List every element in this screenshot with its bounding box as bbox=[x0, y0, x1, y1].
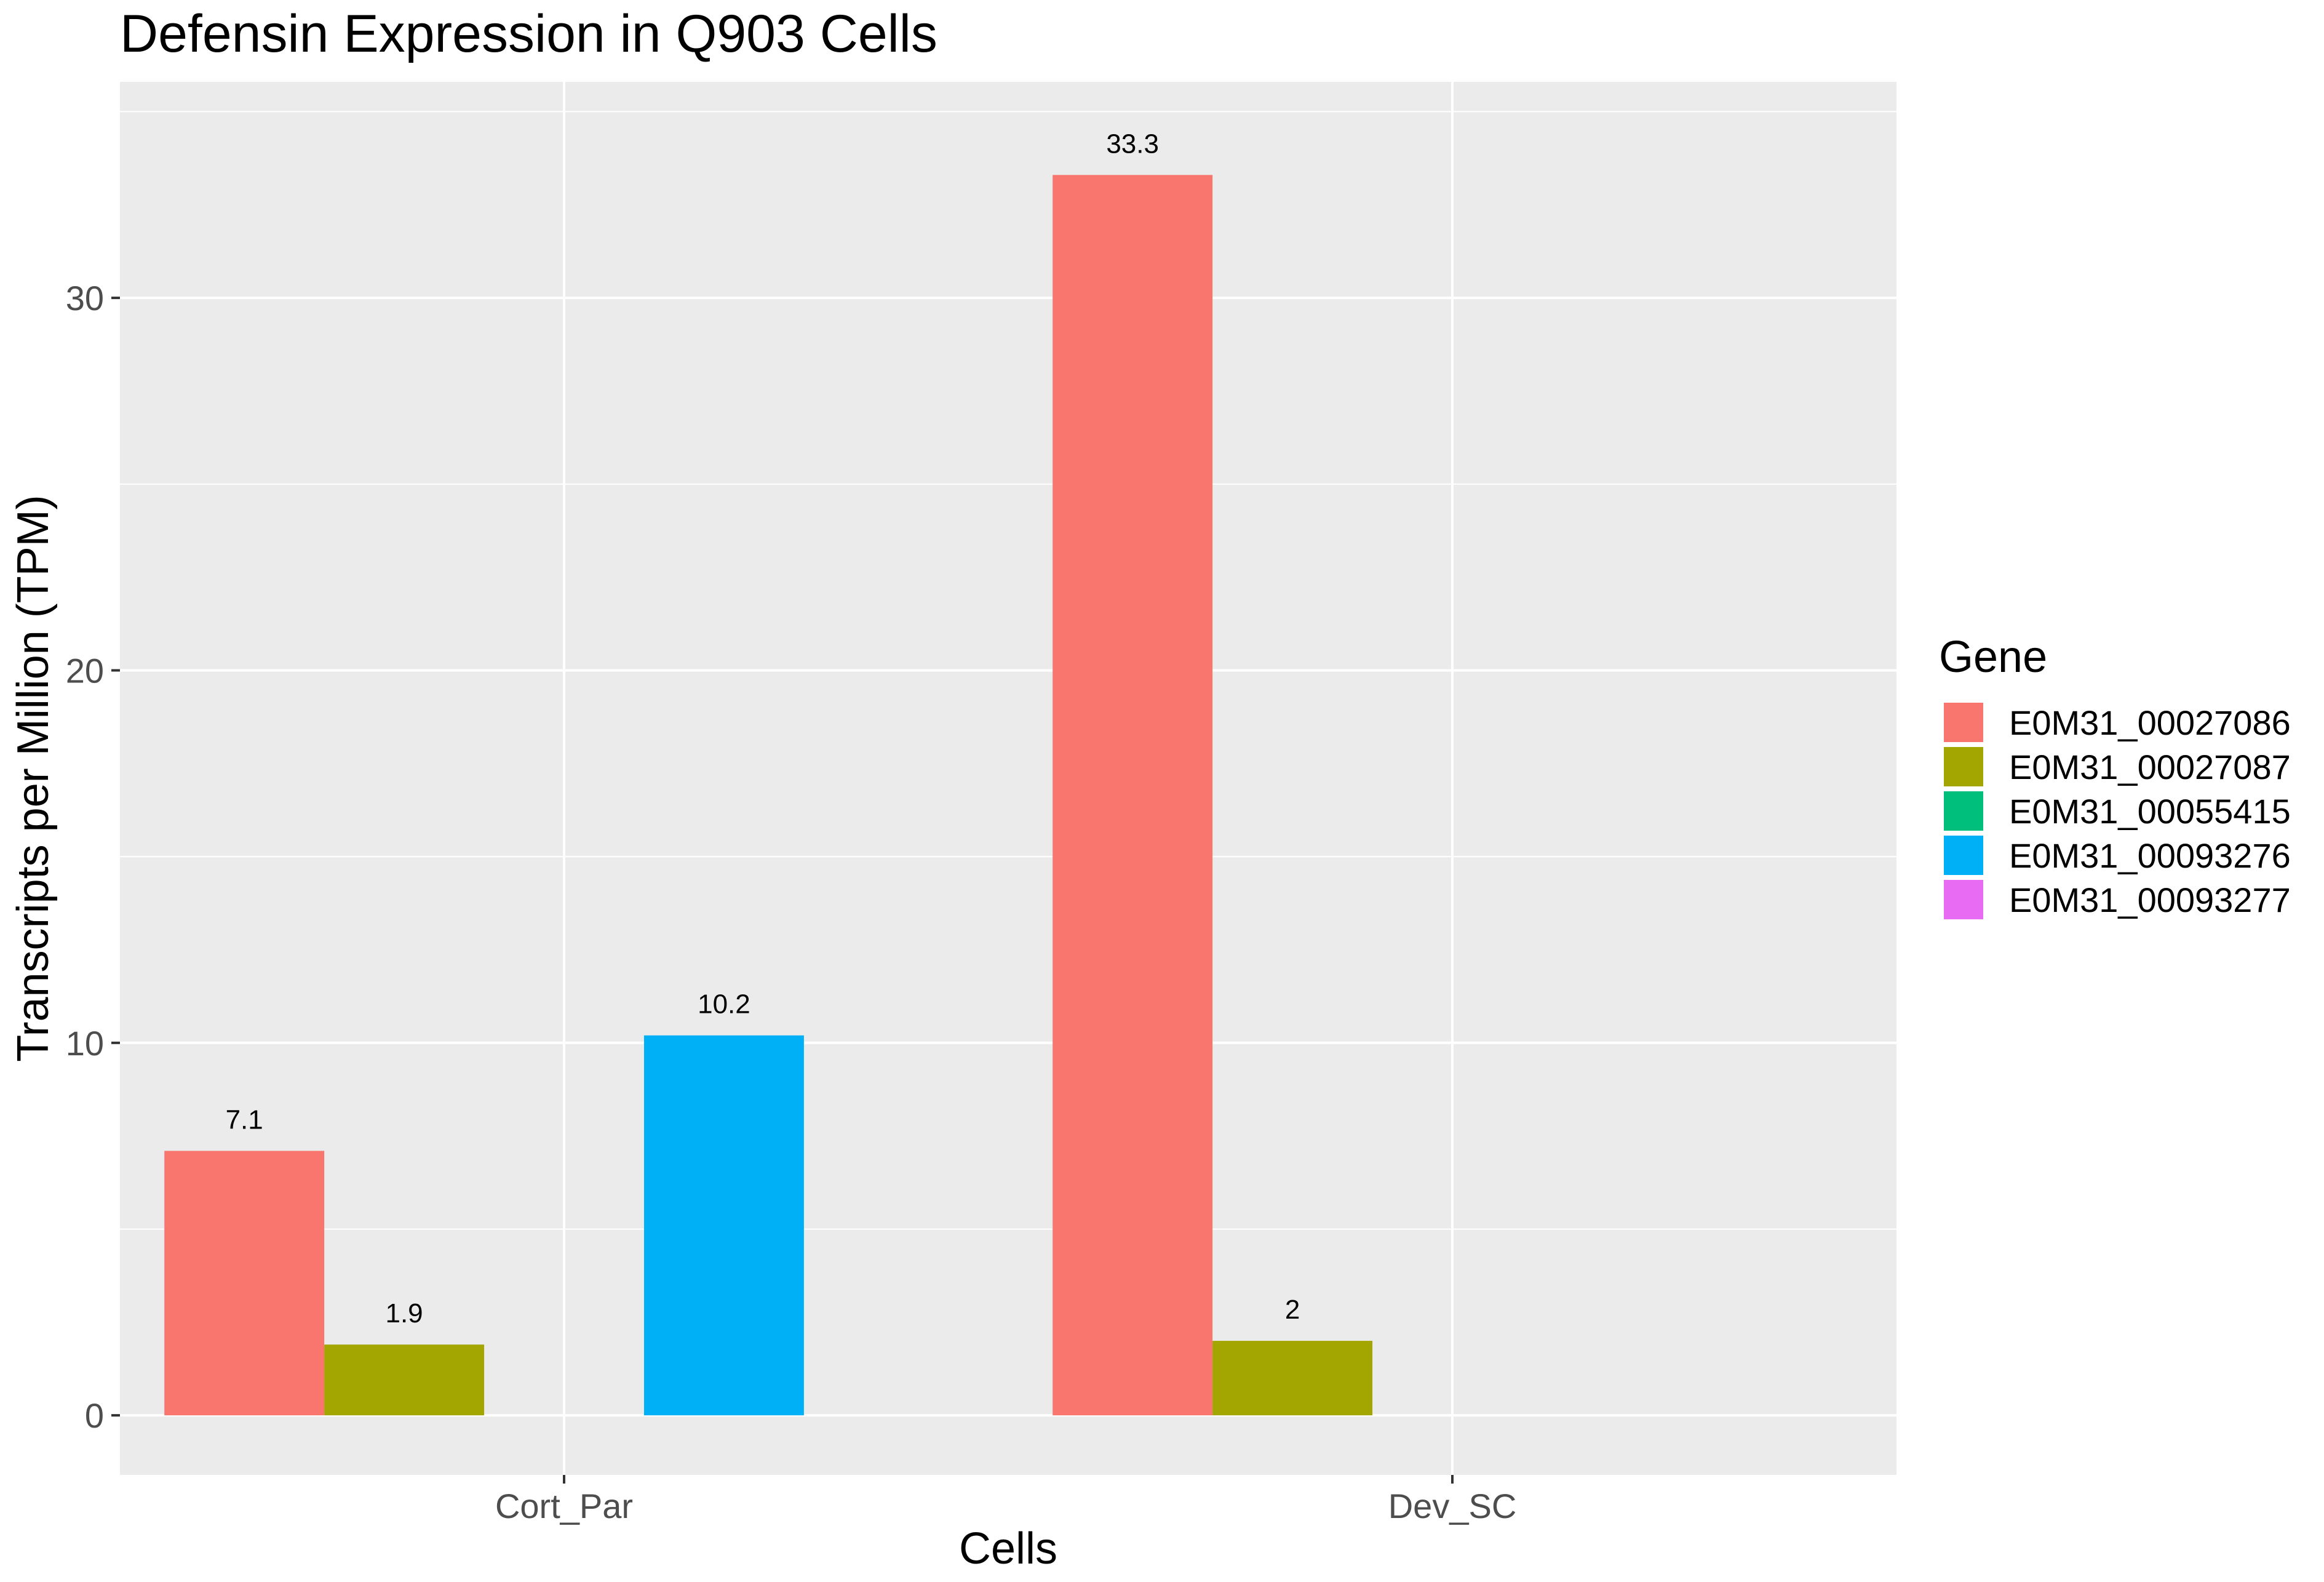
x-axis: Cort_Par Dev_SC bbox=[495, 1475, 1516, 1525]
data-label: 2 bbox=[1285, 1295, 1300, 1325]
bar-E0M31_00093276-Cort_Par bbox=[643, 1035, 804, 1416]
legend-key-E0M31_00027087 bbox=[1944, 747, 1983, 786]
legend-title: Gene bbox=[1939, 633, 2047, 682]
y-tick-label: 10 bbox=[66, 1024, 104, 1063]
bar-E0M31_00027087-Cort_Par bbox=[324, 1344, 485, 1416]
legend-label: E0M31_00027087 bbox=[2009, 748, 2291, 786]
legend-key-E0M31_00093277 bbox=[1944, 880, 1983, 919]
legend-key-E0M31_00027086 bbox=[1944, 703, 1983, 742]
y-tick-label: 0 bbox=[85, 1396, 104, 1435]
data-label: 1.9 bbox=[385, 1298, 423, 1328]
bar-E0M31_00027086-Cort_Par bbox=[164, 1151, 325, 1416]
bars bbox=[164, 175, 1373, 1416]
data-label: 10.2 bbox=[698, 989, 750, 1020]
x-tick-label: Dev_SC bbox=[1388, 1487, 1517, 1525]
chart-title: Defensin Expression in Q903 Cells bbox=[120, 4, 937, 63]
plot-panel bbox=[120, 82, 1896, 1475]
x-tick-label: Cort_Par bbox=[495, 1487, 633, 1525]
y-axis: 0 10 20 30 bbox=[66, 279, 120, 1435]
minor-gridlines bbox=[120, 111, 1896, 1230]
legend-key-E0M31_00055415 bbox=[1944, 791, 1983, 831]
legend-items: E0M31_00027086 E0M31_00027087 E0M31_000554… bbox=[1944, 703, 2291, 919]
y-tick-label: 30 bbox=[66, 279, 104, 318]
data-labels: 7.1 1.9 10.2 33.3 2 bbox=[226, 129, 1300, 1328]
legend-label: E0M31_00093277 bbox=[2009, 881, 2291, 919]
y-axis-title: Transcripts per Million (TPM) bbox=[9, 495, 58, 1061]
bar-E0M31_00027087-Dev_SC bbox=[1212, 1341, 1373, 1416]
data-label: 33.3 bbox=[1106, 129, 1159, 159]
legend: Gene E0M31_00027086E0M31_00027087E0M31_0… bbox=[1939, 633, 2291, 919]
x-axis-title: Cells bbox=[959, 1524, 1057, 1573]
legend-label: E0M31_00055415 bbox=[2009, 792, 2291, 831]
legend-label: E0M31_00093276 bbox=[2009, 836, 2291, 875]
legend-label: E0M31_00027086 bbox=[2009, 703, 2291, 742]
data-label: 7.1 bbox=[226, 1105, 263, 1135]
y-tick-label: 20 bbox=[66, 651, 104, 690]
legend-key-E0M31_00093276 bbox=[1944, 836, 1983, 875]
bar-E0M31_00027086-Dev_SC bbox=[1053, 175, 1213, 1416]
